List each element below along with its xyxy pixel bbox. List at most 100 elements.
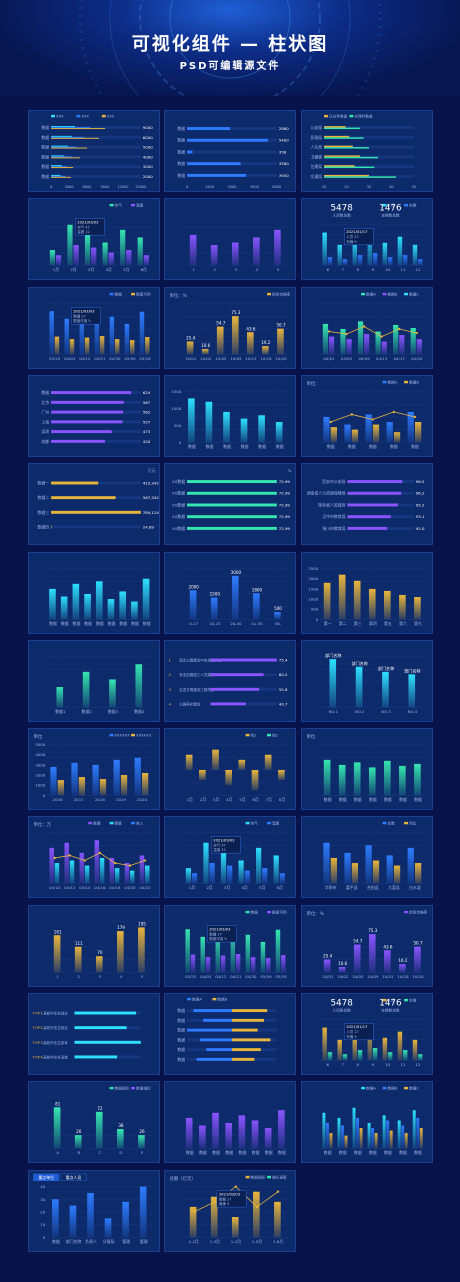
unit-label: 万元 bbox=[148, 468, 156, 473]
bar bbox=[210, 245, 218, 266]
data-label: 562 bbox=[143, 409, 151, 414]
bar bbox=[191, 873, 198, 884]
chart-panel: 6 7 8 9 10 11 12 人员 车辆 5478 人员数总数 1476 车辆数总数 2021/01/… bbox=[301, 198, 433, 281]
bar bbox=[368, 933, 376, 973]
x-tick-label: 5 bbox=[277, 267, 280, 272]
x-tick-label: 26-40 bbox=[230, 621, 242, 626]
x-tick-label: 数据 bbox=[411, 444, 419, 449]
line-point bbox=[398, 327, 401, 330]
x-tick-label: 12000 bbox=[117, 185, 128, 189]
line-point bbox=[128, 864, 132, 868]
bar bbox=[138, 927, 145, 973]
bar bbox=[397, 236, 403, 266]
chart-svg: 数据1 数据2 数据3 数据4 bbox=[47, 656, 153, 714]
y-tick-label: 1500 bbox=[171, 389, 181, 394]
bar bbox=[54, 863, 60, 884]
chart-panel: 81 26 72 38 26 A B C D E 数据指标 数据指标 bbox=[28, 1081, 160, 1164]
chart-panel: 华阴市 富平县 合阳县 大荔县 白水县 总数 同比 bbox=[301, 816, 433, 899]
legend-label: 检测合格率 bbox=[272, 291, 291, 296]
chart-panel: TOP1 高校毕业生创业 TOP2 高校毕业生就业 TOP3 高校毕业生参军 TOP4 高校毕… bbox=[28, 993, 160, 1075]
category-label: XX数据 bbox=[172, 503, 185, 508]
legend-swatch bbox=[267, 1175, 271, 1178]
x-tick-label: 12 bbox=[416, 1062, 421, 1067]
bar bbox=[402, 255, 408, 266]
tooltip-line: 额度可用 9 bbox=[209, 936, 226, 941]
bar bbox=[393, 432, 401, 443]
bar bbox=[323, 759, 331, 796]
tooltip-line: 增速 9 bbox=[219, 1201, 229, 1206]
data-label: 72.99 bbox=[279, 503, 291, 508]
bar bbox=[187, 127, 231, 131]
bar bbox=[107, 598, 115, 619]
x-tick-label: 2019 bbox=[116, 797, 126, 802]
bar bbox=[84, 337, 90, 354]
bar bbox=[56, 686, 64, 708]
bar bbox=[95, 1112, 103, 1149]
x-tick-label: 数据 bbox=[188, 444, 196, 449]
bar bbox=[74, 946, 82, 973]
bar bbox=[79, 314, 85, 354]
bar bbox=[60, 596, 68, 619]
bar bbox=[50, 767, 57, 796]
bar-track bbox=[187, 150, 277, 154]
tooltip-date: 2021/03/03 bbox=[77, 221, 99, 225]
category-label: XX数据 bbox=[172, 514, 185, 519]
bar bbox=[51, 167, 74, 169]
legend-label: 已办件数量 bbox=[329, 113, 348, 118]
x-tick-label: 0-17 bbox=[189, 621, 198, 626]
category-label: 数据 bbox=[177, 149, 185, 154]
y-tick-label: 2000 bbox=[35, 773, 45, 778]
legend-swatch bbox=[109, 292, 114, 295]
x-tick-label: 数据 bbox=[414, 797, 422, 802]
bar bbox=[49, 250, 56, 266]
category-label: 数据二 bbox=[37, 495, 49, 500]
bar bbox=[393, 324, 399, 354]
chart-svg: 数据 数据 数据 数据 数据 数据 数据 数据 bbox=[183, 1097, 289, 1155]
x-tick-label: 3 bbox=[99, 974, 102, 979]
bar bbox=[415, 863, 422, 884]
bar bbox=[351, 863, 359, 884]
data-label: 75.3 bbox=[231, 310, 240, 315]
legend-swatch bbox=[245, 822, 250, 825]
tooltip-line: 车辆 9 bbox=[346, 239, 356, 244]
category-label: 高校毕业生就业 bbox=[43, 1025, 68, 1030]
bar bbox=[244, 871, 250, 884]
bar bbox=[352, 1035, 358, 1061]
bar bbox=[365, 845, 372, 884]
x-tick-label: 11 bbox=[400, 267, 405, 272]
bar bbox=[74, 1026, 127, 1030]
x-tick-label: 04/03 bbox=[200, 974, 212, 979]
data-label: 43.6 bbox=[383, 944, 392, 949]
bar bbox=[124, 863, 130, 884]
data-label: 1500 bbox=[210, 591, 221, 596]
bar bbox=[104, 1217, 112, 1237]
category-label: 数据 bbox=[177, 1018, 185, 1023]
x-tick-label: 数据 bbox=[73, 621, 81, 626]
bar bbox=[220, 853, 227, 884]
chart-panel: 部门名称 部门名称 部门名称 部门名称 NO.1 NO.2 NO.3 NO.4 bbox=[301, 639, 433, 722]
bar bbox=[220, 955, 226, 973]
bar bbox=[108, 252, 114, 266]
kpi-label: 车辆数总数 bbox=[381, 1008, 400, 1013]
kpi-value: 1476 bbox=[379, 999, 402, 1009]
bar bbox=[347, 491, 402, 495]
category-label: 人社局 bbox=[310, 145, 322, 150]
bar bbox=[54, 336, 60, 354]
data-label: 75.4 bbox=[279, 657, 288, 662]
x-tick-label: 数据 bbox=[265, 1150, 273, 1155]
x-tick-label: 11 bbox=[400, 1062, 405, 1067]
bar bbox=[200, 936, 205, 973]
x-tick-label: 04/05 bbox=[341, 356, 353, 361]
legend-swatch bbox=[267, 733, 271, 737]
x-tick-label: 5月 bbox=[259, 886, 265, 891]
chart-panel: 西安市公安局 96.5 湖南省人力资源保障局 96.2 陕西省人民政府 95.2 汉中市教育… bbox=[301, 463, 433, 546]
x-tick-label: 04/17 bbox=[394, 356, 406, 361]
x-tick-label: 3月 bbox=[224, 886, 230, 891]
legend-swatch bbox=[131, 733, 135, 737]
data-label: 部门名称 bbox=[325, 652, 341, 658]
x-tick-label: 10/18 bbox=[260, 356, 272, 361]
bar bbox=[74, 1040, 141, 1044]
category-label: 公路养护建设 bbox=[179, 701, 200, 706]
page-subtitle: PSD可编辑源文件 bbox=[179, 61, 281, 72]
